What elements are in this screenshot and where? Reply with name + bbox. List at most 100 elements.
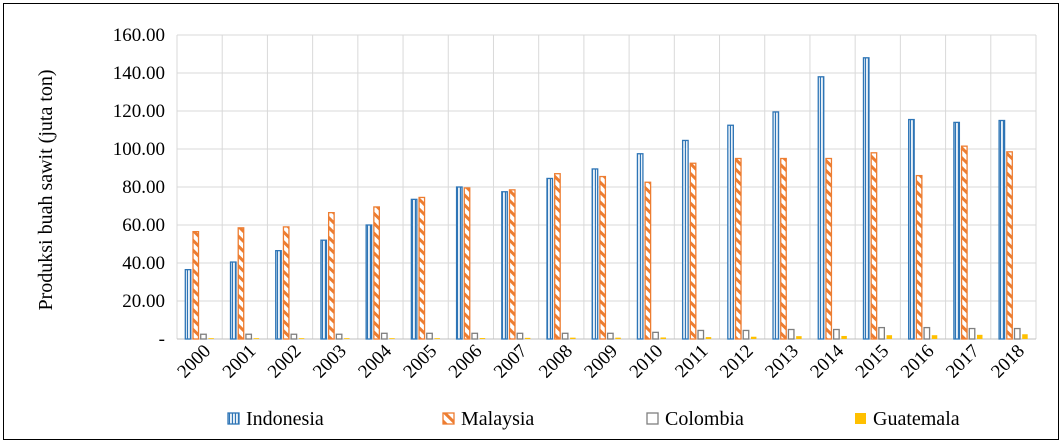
- legend: Indonesia Malaysia Colombia Guatemala: [228, 408, 960, 430]
- bar-colombia-2009: [608, 333, 614, 339]
- bar-malaysia-2008: [555, 174, 561, 339]
- y-axis-ticks: - 20.00 40.00 60.00 80.00 100.00 120.00 140.00 1…: [113, 25, 165, 350]
- legend-swatch-colombia: [647, 413, 658, 424]
- x-tick-label: 2017: [942, 341, 984, 383]
- x-tick-label: 2015: [852, 341, 894, 383]
- y-tick-label: 120.00: [113, 101, 165, 122]
- x-tick-label: 2007: [490, 341, 532, 383]
- bar-guatemala-2001: [254, 338, 260, 339]
- bar-indonesia-2014: [818, 77, 824, 339]
- legend-label-indonesia: Indonesia: [246, 408, 324, 430]
- bar-guatemala-2014: [841, 336, 847, 339]
- bar-guatemala-2005: [434, 338, 440, 339]
- x-axis-ticks: 2000 2001 2002 2003 2004 2005 2006 2007 2008 2009…: [173, 340, 1029, 382]
- bar-colombia-2000: [201, 334, 207, 339]
- bar-indonesia-2007: [502, 192, 508, 339]
- bar-indonesia-2003: [321, 240, 327, 339]
- bar-indonesia-2009: [592, 169, 598, 339]
- bar-indonesia-2018: [999, 121, 1005, 340]
- x-tick-label: 2001: [219, 341, 261, 383]
- bar-guatemala-2007: [525, 338, 531, 339]
- bar-indonesia-2000: [185, 270, 191, 339]
- bar-colombia-2005: [427, 333, 433, 339]
- bar-guatemala-2008: [570, 338, 576, 339]
- legend-swatch-malaysia: [443, 413, 454, 424]
- bar-guatemala-2006: [480, 338, 486, 339]
- bar-guatemala-2003: [344, 338, 350, 339]
- y-tick-label: 160.00: [113, 25, 165, 46]
- bar-colombia-2001: [246, 334, 252, 339]
- bar-guatemala-2017: [977, 335, 983, 339]
- bar-colombia-2016: [924, 328, 930, 339]
- bar-guatemala-2011: [706, 337, 712, 339]
- bar-indonesia-2016: [909, 120, 915, 339]
- bar-colombia-2017: [969, 329, 975, 339]
- bar-colombia-2011: [698, 330, 704, 339]
- bar-malaysia-2011: [690, 163, 696, 339]
- bar-colombia-2013: [788, 330, 794, 340]
- bar-indonesia-2011: [683, 140, 689, 339]
- x-tick-label: 2016: [897, 341, 939, 383]
- x-tick-label: 2012: [716, 341, 758, 383]
- gridlines: [177, 35, 1036, 339]
- bar-colombia-2012: [743, 330, 749, 339]
- bar-malaysia-2006: [464, 188, 470, 339]
- y-tick-label: -: [159, 329, 165, 350]
- x-tick-label: 2002: [264, 341, 306, 383]
- bar-colombia-2006: [472, 333, 478, 339]
- bar-malaysia-2004: [374, 207, 380, 339]
- x-tick-label: 2014: [806, 340, 848, 382]
- bar-colombia-2003: [336, 334, 342, 339]
- y-tick-label: 140.00: [113, 63, 165, 84]
- bar-malaysia-2010: [645, 182, 651, 339]
- bar-malaysia-2018: [1007, 152, 1013, 339]
- x-tick-label: 2005: [399, 341, 441, 383]
- bar-malaysia-2002: [283, 227, 289, 339]
- bar-malaysia-2003: [329, 213, 335, 339]
- bar-indonesia-2012: [728, 125, 734, 339]
- legend-label-colombia: Colombia: [665, 408, 744, 430]
- bar-indonesia-2001: [231, 262, 237, 339]
- bar-malaysia-2017: [962, 146, 968, 339]
- bar-indonesia-2015: [863, 58, 869, 339]
- y-tick-label: 60.00: [122, 215, 165, 236]
- y-axis-title: Produksi buah sawit (juta ton): [35, 69, 57, 310]
- bar-colombia-2002: [291, 334, 297, 339]
- bar-indonesia-2010: [637, 154, 643, 339]
- x-tick-label: 2011: [671, 341, 712, 382]
- bar-indonesia-2008: [547, 178, 553, 339]
- bar-malaysia-2013: [781, 159, 787, 340]
- x-tick-label: 2009: [580, 341, 622, 383]
- bar-guatemala-2009: [615, 338, 621, 339]
- bar-indonesia-2004: [366, 225, 372, 339]
- x-tick-label: 2003: [309, 341, 351, 383]
- bar-malaysia-2012: [736, 159, 742, 340]
- y-tick-label: 40.00: [122, 253, 165, 274]
- x-tick-label: 2013: [761, 341, 803, 383]
- bar-guatemala-2002: [299, 338, 305, 339]
- x-tick-label: 2018: [987, 341, 1029, 383]
- bar-colombia-2018: [1014, 329, 1020, 339]
- bar-colombia-2010: [653, 332, 659, 339]
- bar-guatemala-2010: [661, 337, 667, 339]
- y-tick-label: 20.00: [122, 291, 165, 312]
- bar-colombia-2008: [562, 333, 568, 339]
- bar-malaysia-2000: [193, 232, 199, 339]
- x-tick-label: 2008: [535, 341, 577, 383]
- legend-swatch-guatemala: [855, 413, 866, 424]
- bar-guatemala-2018: [1022, 334, 1028, 339]
- x-tick-label: 2006: [445, 341, 487, 383]
- bar-indonesia-2006: [457, 187, 463, 339]
- legend-label-guatemala: Guatemala: [873, 408, 960, 430]
- bar-guatemala-2016: [932, 335, 938, 339]
- legend-label-malaysia: Malaysia: [461, 408, 534, 430]
- bar-malaysia-2015: [871, 153, 877, 339]
- bar-indonesia-2017: [954, 122, 960, 339]
- y-tick-label: 100.00: [113, 139, 165, 160]
- bar-malaysia-2016: [916, 176, 922, 339]
- x-tick-label: 2000: [173, 341, 215, 383]
- legend-swatch-indonesia: [228, 413, 239, 424]
- bar-guatemala-2004: [389, 338, 395, 339]
- bar-malaysia-2005: [419, 197, 425, 339]
